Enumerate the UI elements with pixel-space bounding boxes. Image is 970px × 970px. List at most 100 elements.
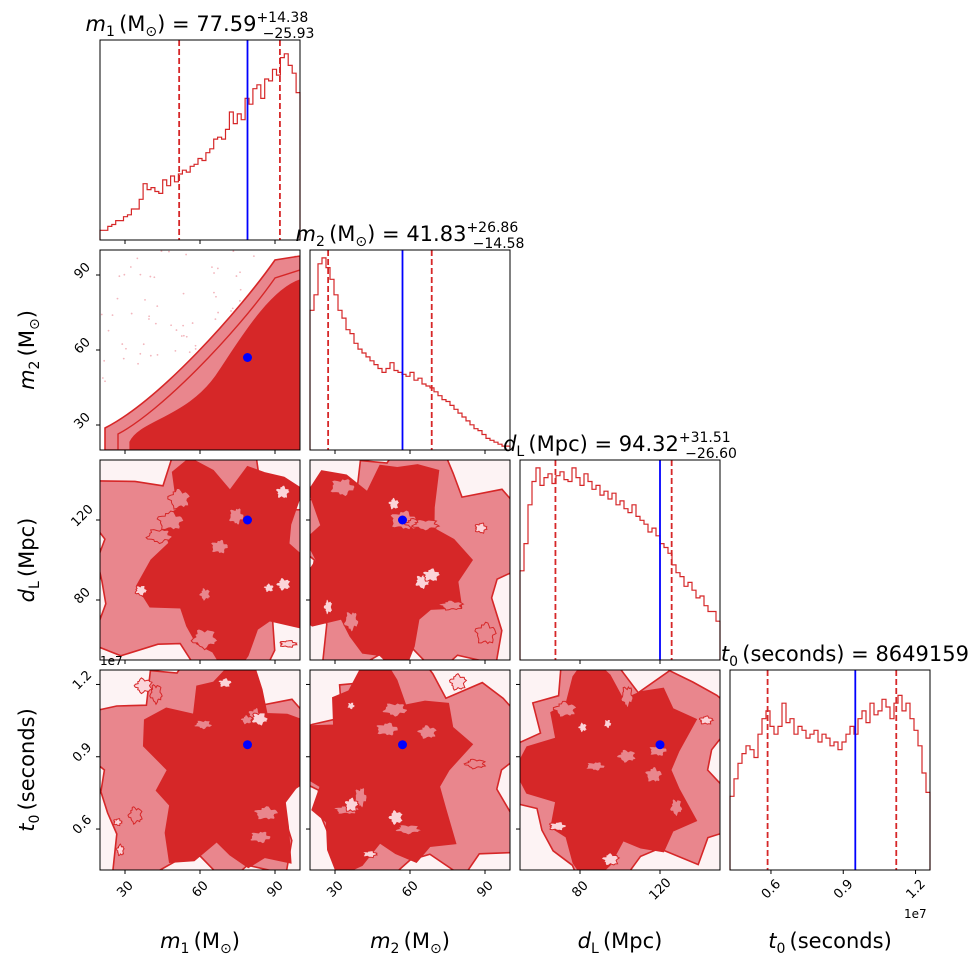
sample-point: [129, 266, 132, 268]
sample-point: [130, 312, 133, 315]
sample-point: [182, 334, 185, 337]
sample-point: [182, 324, 185, 327]
panel-title-dL: dL (Mpc) = 94.32+31.51 −26.60: [503, 430, 737, 462]
sample-point: [214, 318, 217, 321]
truth-marker: [398, 515, 407, 525]
sample-point: [252, 255, 255, 258]
panel-2d-dL-m2: [310, 460, 510, 660]
contour-island: [474, 522, 488, 534]
x-tick-label: 90: [474, 878, 496, 900]
x-tick-label: 60: [189, 878, 211, 900]
sample-point: [149, 275, 152, 278]
contour-hole: [192, 719, 213, 731]
sample-point: [174, 349, 177, 352]
sample-point: [153, 276, 156, 279]
axis-label-dL: dL (Mpc): [578, 929, 663, 957]
truth-marker: [398, 740, 407, 750]
panel-frame: [99, 39, 301, 241]
sample-point: [101, 377, 104, 379]
contour-inner: [310, 464, 474, 660]
y-tick-label: 90: [71, 260, 93, 282]
panel-2d-t0-m1: [100, 670, 300, 870]
panel-2d-t0-dL: [520, 670, 720, 870]
sample-point: [217, 311, 219, 314]
sample-point: [149, 354, 152, 357]
x-tick-label: 0.6: [759, 877, 784, 902]
contour-island: [698, 715, 715, 725]
sample-point: [216, 267, 219, 270]
truth-marker: [243, 740, 252, 750]
contour-hole: [240, 714, 254, 726]
histogram-m2: [309, 257, 511, 450]
contour-hole: [615, 748, 637, 765]
sample-point: [194, 344, 197, 347]
sample-point: [185, 335, 188, 338]
x-tick-label: 60: [399, 878, 421, 900]
sample-point: [239, 288, 242, 291]
sample-point: [116, 297, 119, 300]
truth-marker: [655, 740, 665, 750]
panel-2d-dL-m1: [100, 460, 300, 660]
sample-point: [180, 335, 183, 337]
sample-point: [170, 324, 173, 327]
panel-frame: [519, 459, 721, 661]
contour-island: [262, 582, 276, 594]
sample-point: [137, 362, 139, 365]
y-tick-label: 1.2: [70, 668, 95, 693]
sample-point: [154, 322, 157, 325]
panel-2d-t0-m2: [310, 670, 510, 870]
sample-point: [148, 315, 151, 318]
panel-frame: [519, 669, 721, 871]
x-tick-label: 0.9: [831, 877, 856, 902]
truth-marker: [243, 515, 252, 525]
sample-point: [125, 347, 127, 350]
sample-point: [123, 273, 126, 276]
sample-point: [104, 380, 106, 383]
contour-island: [603, 718, 613, 730]
sample-point: [235, 275, 238, 277]
x-tick-label: 1.2: [903, 877, 928, 902]
panel-title-t0: t0 (seconds) = 8649159.00+2549−2793: [721, 640, 970, 672]
contour-island: [116, 843, 125, 857]
contour-hole: [149, 684, 163, 706]
contour-hole: [342, 610, 360, 634]
contour-hole: [380, 702, 408, 718]
histogram-t0: [729, 694, 931, 870]
contour-hole: [156, 510, 185, 531]
histogram-m1: [99, 53, 301, 240]
sample-point: [239, 299, 241, 302]
sample-point: [191, 322, 194, 324]
panel-frame: [729, 669, 931, 871]
y-tick-label: 0.6: [70, 813, 95, 838]
sample-point: [142, 343, 145, 346]
contour-hole: [374, 721, 399, 737]
contour-hole: [474, 621, 497, 645]
contour-island: [448, 673, 468, 691]
contour-hole: [416, 724, 439, 740]
contour-island: [134, 584, 149, 598]
contour-hole: [252, 805, 280, 821]
sample-point: [136, 257, 139, 260]
y-tick-label: 60: [71, 335, 93, 357]
x-tick-label: 90: [264, 878, 286, 900]
contour-island: [322, 597, 334, 617]
sample-point: [156, 305, 159, 308]
contour-hole: [410, 518, 441, 532]
contour-island: [217, 677, 234, 688]
sample-point: [213, 291, 215, 294]
sample-point: [175, 329, 178, 331]
sample-point: [215, 295, 217, 298]
contour-inner: [129, 279, 300, 450]
contour-hole: [198, 587, 212, 603]
axis-label-dL: dL (Mpc): [15, 518, 43, 603]
sample-point: [185, 253, 188, 256]
y-tick-label: 30: [71, 410, 93, 432]
contour-island: [275, 576, 292, 593]
contour-inner: [520, 670, 698, 870]
contour-hole: [190, 628, 219, 651]
y-tick-label: 80: [71, 585, 93, 607]
axis-label-m2: m2 (M⊙): [370, 929, 450, 957]
panel-2d-m2-m1: [100, 250, 300, 450]
histogram-dL: [519, 467, 721, 660]
